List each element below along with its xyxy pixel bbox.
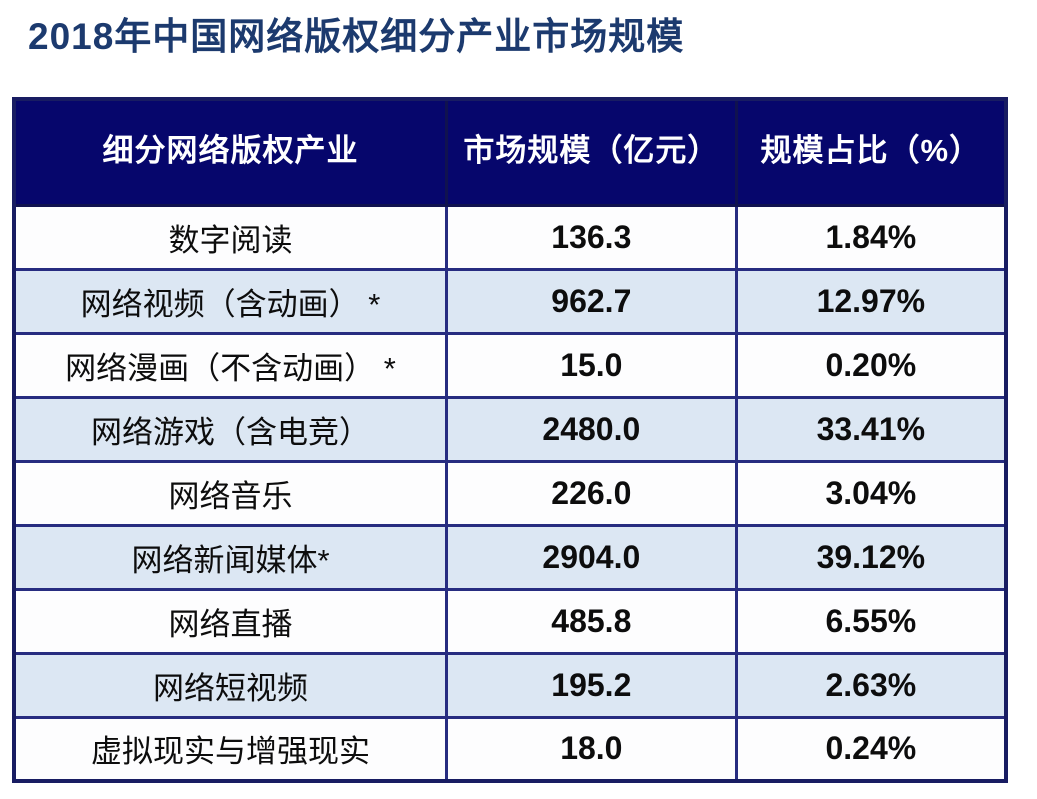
cell-industry: 网络漫画（不含动画） * xyxy=(12,331,448,399)
cell-share: 3.04% xyxy=(734,459,1008,527)
cell-market-size: 226.0 xyxy=(445,459,738,527)
table-row: 网络直播 485.8 6.55% xyxy=(12,587,1008,655)
cell-industry: 数字阅读 xyxy=(12,203,448,271)
cell-industry: 网络视频（含动画） * xyxy=(12,267,448,335)
cell-share: 0.20% xyxy=(734,331,1008,399)
table-header: 细分网络版权产业 市场规模（亿元） 规模占比（%） xyxy=(12,97,1008,207)
cell-market-size: 2904.0 xyxy=(445,523,738,591)
cell-market-size: 18.0 xyxy=(445,715,738,783)
cell-share: 39.12% xyxy=(734,523,1008,591)
cell-share: 1.84% xyxy=(734,203,1008,271)
table-row: 网络短视频 195.2 2.63% xyxy=(12,651,1008,719)
cell-industry: 网络短视频 xyxy=(12,651,448,719)
cell-market-size: 15.0 xyxy=(445,331,738,399)
table-row: 网络新闻媒体* 2904.0 39.12% xyxy=(12,523,1008,591)
cell-share: 12.97% xyxy=(734,267,1008,335)
cell-market-size: 136.3 xyxy=(445,203,738,271)
col-header-share: 规模占比（%） xyxy=(734,97,1008,207)
table-row: 虚拟现实与增强现实 18.0 0.24% xyxy=(12,715,1008,783)
page-title: 2018年中国网络版权细分产业市场规模 xyxy=(28,16,685,57)
col-header-industry: 细分网络版权产业 xyxy=(12,97,448,207)
cell-share: 2.63% xyxy=(734,651,1008,719)
table-row: 网络漫画（不含动画） * 15.0 0.20% xyxy=(12,331,1008,399)
cell-industry: 网络新闻媒体* xyxy=(12,523,448,591)
col-header-market-size: 市场规模（亿元） xyxy=(445,97,738,207)
market-size-table: 细分网络版权产业 市场规模（亿元） 规模占比（%） 数字阅读 136.3 1.8… xyxy=(12,97,1008,783)
table-row: 数字阅读 136.3 1.84% xyxy=(12,203,1008,271)
cell-share: 33.41% xyxy=(734,395,1008,463)
table-body: 数字阅读 136.3 1.84% 网络视频（含动画） * 962.7 12.97… xyxy=(12,203,1008,783)
table-row: 网络音乐 226.0 3.04% xyxy=(12,459,1008,527)
cell-market-size: 962.7 xyxy=(445,267,738,335)
cell-market-size: 485.8 xyxy=(445,587,738,655)
cell-share: 0.24% xyxy=(734,715,1008,783)
cell-industry: 网络音乐 xyxy=(12,459,448,527)
cell-industry: 虚拟现实与增强现实 xyxy=(12,715,448,783)
cell-market-size: 195.2 xyxy=(445,651,738,719)
header-row: 细分网络版权产业 市场规模（亿元） 规模占比（%） xyxy=(12,97,1008,207)
cell-share: 6.55% xyxy=(734,587,1008,655)
cell-industry: 网络直播 xyxy=(12,587,448,655)
table-row: 网络视频（含动画） * 962.7 12.97% xyxy=(12,267,1008,335)
cell-industry: 网络游戏（含电竞） xyxy=(12,395,448,463)
cell-market-size: 2480.0 xyxy=(445,395,738,463)
table-row: 网络游戏（含电竞） 2480.0 33.41% xyxy=(12,395,1008,463)
